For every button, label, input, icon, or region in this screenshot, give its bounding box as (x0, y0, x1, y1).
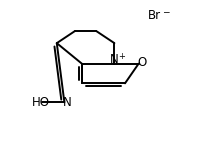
Text: N: N (63, 96, 72, 109)
Text: HO: HO (32, 96, 50, 109)
Text: N: N (110, 53, 119, 66)
Text: Br: Br (148, 9, 161, 22)
Text: O: O (137, 56, 146, 69)
Text: −: − (162, 7, 170, 16)
Text: +: + (118, 52, 125, 61)
